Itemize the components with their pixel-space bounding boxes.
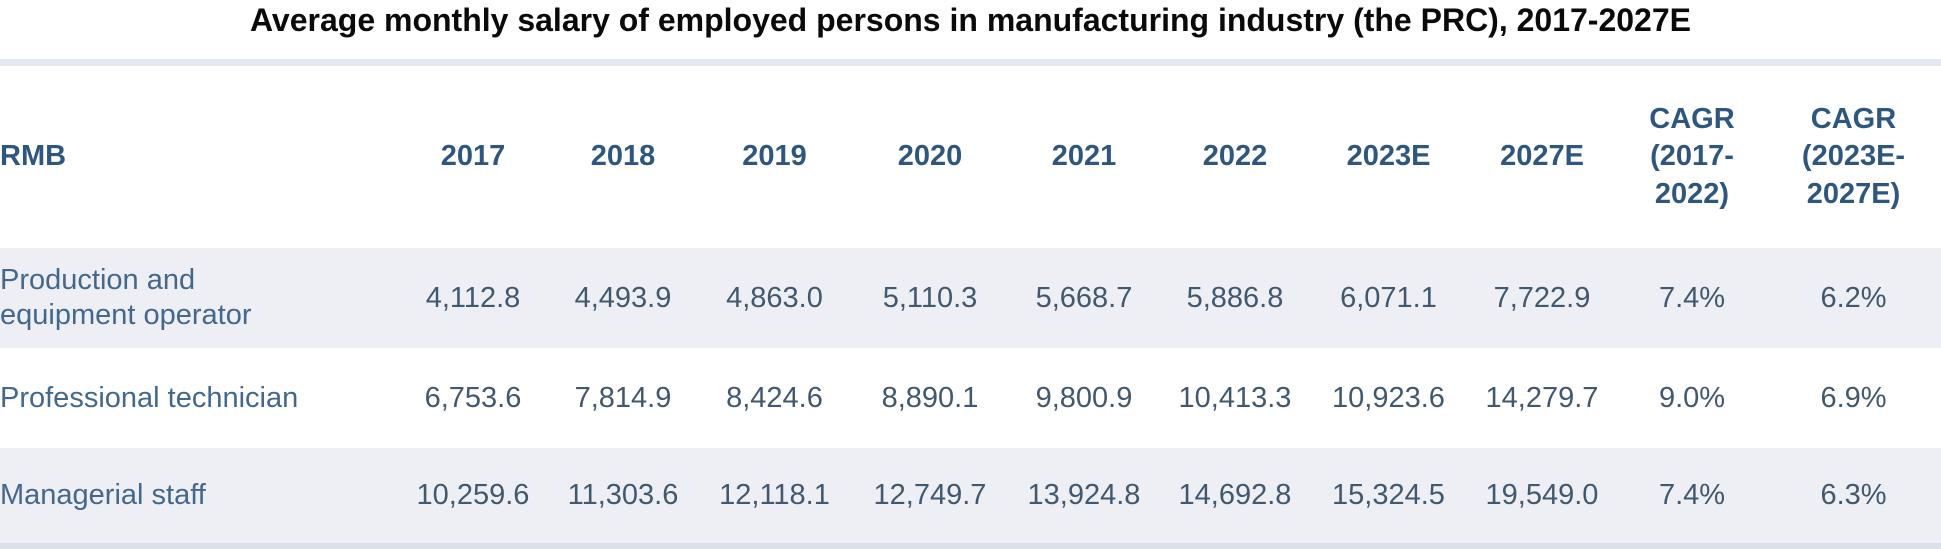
table-cell: 7,814.9 xyxy=(574,381,672,414)
table-cell: 5,668.7 xyxy=(1035,281,1133,314)
table-cell: 6.2% xyxy=(1820,281,1887,314)
table-cell: 12,118.1 xyxy=(719,479,830,511)
header-2021: 2021 xyxy=(1051,140,1117,173)
bottom-edge-strip xyxy=(0,543,1941,549)
table-cell: 9,800.9 xyxy=(1035,381,1133,414)
table-cell: 4,863.0 xyxy=(726,281,823,314)
header-2018: 2018 xyxy=(590,140,656,173)
table-cell: 14,279.7 xyxy=(1485,381,1599,414)
table-row: Managerial staff 10,259.6 11,303.6 12,11… xyxy=(0,448,1941,543)
salary-table: RMB 2017 2018 2019 2020 2021 2022 2023E … xyxy=(0,66,1941,543)
table-cell: 19,549.0 xyxy=(1485,479,1599,511)
page-title: Average monthly salary of employed perso… xyxy=(250,2,1691,38)
table-cell: 7.4% xyxy=(1658,479,1726,511)
table-row: Production and equipment operator 4,112.… xyxy=(0,248,1941,348)
header-cagr-2017-2022: CAGR (2017-2022) xyxy=(1649,103,1735,210)
table-cell: 5,886.8 xyxy=(1186,281,1284,314)
row-label: Professional technician xyxy=(0,381,299,414)
header-2022: 2022 xyxy=(1202,140,1268,173)
header-2020: 2020 xyxy=(897,140,963,173)
header-2027e: 2027E xyxy=(1500,140,1584,173)
table-cell: 4,112.8 xyxy=(425,281,521,314)
table-cell: 12,749.7 xyxy=(873,479,987,511)
title-divider xyxy=(0,59,1941,66)
table-cell: 14,692.8 xyxy=(1178,479,1292,511)
table-cell: 6.3% xyxy=(1820,479,1887,511)
table-cell: 10,923.6 xyxy=(1332,381,1445,414)
table-cell: 6.9% xyxy=(1820,381,1887,414)
table-cell: 8,424.6 xyxy=(726,381,823,414)
row-label: Managerial staff xyxy=(0,479,206,512)
header-cagr-2023e-2027e: CAGR (2023E-2027E) xyxy=(1801,103,1906,210)
row-label: Production and equipment operator xyxy=(0,264,252,331)
table-cell: 11,303.6 xyxy=(567,479,679,511)
header-2017: 2017 xyxy=(440,140,506,173)
table-cell: 4,493.9 xyxy=(574,281,672,314)
table-cell: 10,413.3 xyxy=(1178,381,1292,414)
table-cell: 13,924.8 xyxy=(1027,479,1141,511)
table-header: RMB 2017 2018 2019 2020 2021 2022 2023E … xyxy=(0,66,1941,248)
table-cell: 10,259.6 xyxy=(416,479,530,511)
header-2019: 2019 xyxy=(742,140,807,173)
table-cell: 8,890.1 xyxy=(881,381,979,414)
header-2023e: 2023E xyxy=(1346,140,1431,173)
table-row: Professional technician 6,753.6 7,814.9 … xyxy=(0,348,1941,448)
title-bar: Average monthly salary of employed perso… xyxy=(0,0,1941,59)
table-cell: 6,753.6 xyxy=(424,381,522,414)
table-cell: 6,071.1 xyxy=(1340,281,1437,314)
header-row: RMB 2017 2018 2019 2020 2021 2022 2023E … xyxy=(0,66,1941,248)
table-body: Production and equipment operator 4,112.… xyxy=(0,248,1941,543)
table-cell: 5,110.3 xyxy=(882,281,978,314)
table-cell: 7.4% xyxy=(1658,281,1726,314)
table-cell: 15,324.5 xyxy=(1332,479,1445,511)
table-cell: 9.0% xyxy=(1658,381,1726,414)
header-unit-rmb: RMB xyxy=(0,140,67,173)
table-cell: 7,722.9 xyxy=(1493,281,1591,314)
